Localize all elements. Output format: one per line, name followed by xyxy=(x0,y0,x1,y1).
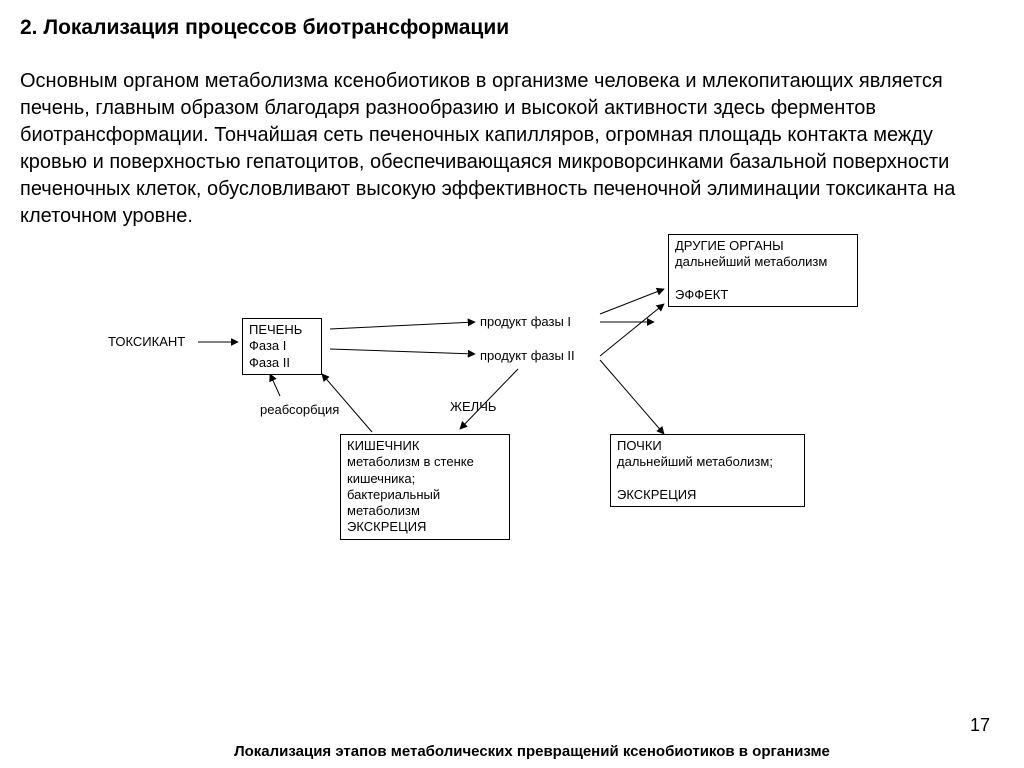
diagram-node-liver: ПЕЧЕНЬ Фаза I Фаза II xyxy=(242,318,322,375)
section-title: 2. Локализация процессов биотрансформаци… xyxy=(20,16,1004,40)
diagram-node-phase2: продукт фазы II xyxy=(480,348,600,363)
figure-caption: Локализация этапов метаболических превра… xyxy=(20,743,1024,760)
diagram-node-intestine: КИШЕЧНИК метаболизм в стенке кишечника; … xyxy=(340,434,510,540)
diagram-edge xyxy=(330,349,475,354)
flow-diagram: ТОКСИКАНТ ПЕЧЕНЬ Фаза I Фаза II продукт фа… xyxy=(20,234,1004,554)
page-number: 17 xyxy=(970,715,990,736)
diagram-node-bile: ЖЕЛЧЬ xyxy=(450,399,510,414)
diagram-edge xyxy=(600,360,664,434)
diagram-edge xyxy=(270,374,280,396)
diagram-edge xyxy=(330,322,475,329)
body-paragraph: Основным органом метаболизма ксенобиотик… xyxy=(20,68,1004,230)
diagram-node-reabs: реабсорбция xyxy=(260,402,350,417)
diagram-node-organs: ДРУГИЕ ОРГАНЫ дальнейший метаболизм ЭФФЕ… xyxy=(668,234,858,307)
diagram-node-kidney: ПОЧКИ дальнейший метаболизм; ЭКСКРЕЦИЯ xyxy=(610,434,805,507)
diagram-node-toxicant: ТОКСИКАНТ xyxy=(108,334,198,349)
diagram-node-phase1: продукт фазы I xyxy=(480,314,600,329)
diagram-edge xyxy=(600,289,664,314)
diagram-edge xyxy=(600,304,664,356)
